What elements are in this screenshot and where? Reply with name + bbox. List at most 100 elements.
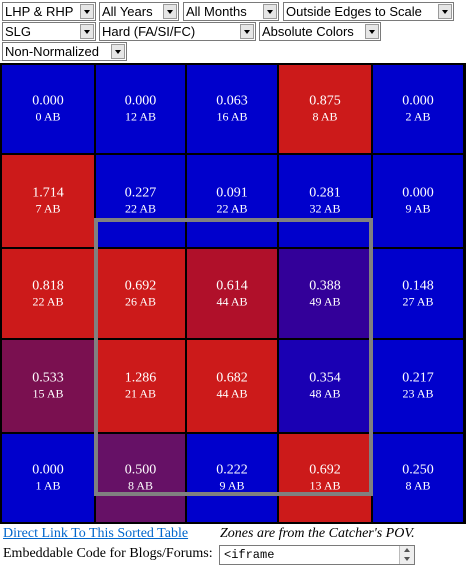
embed-code-value: <iframe bbox=[224, 548, 275, 562]
years-select-value: All Years bbox=[102, 4, 153, 19]
edges-select-value: Outside Edges to Scale bbox=[286, 4, 422, 19]
zone-cell: 0.000 0 AB bbox=[2, 65, 94, 153]
zone-value: 0.000 bbox=[402, 93, 434, 109]
footer: Direct Link To This Sorted Table Zones a… bbox=[0, 526, 466, 567]
scrollbar[interactable] bbox=[399, 546, 414, 564]
zone-value: 0.000 bbox=[32, 462, 64, 478]
embed-code-label: Embeddable Code for Blogs/Forums: bbox=[3, 546, 213, 561]
handedness-select-value: LHP & RHP bbox=[5, 4, 74, 19]
zone-cell: 0.217 23 AB bbox=[373, 340, 463, 432]
stat-select[interactable]: SLG bbox=[2, 22, 96, 41]
zone-cell: 0.692 13 AB bbox=[279, 434, 371, 522]
direct-link[interactable]: Direct Link To This Sorted Table bbox=[3, 526, 189, 541]
zone-value: 0.281 bbox=[309, 185, 341, 201]
zone-value: 0.250 bbox=[402, 462, 434, 478]
chevron-down-icon bbox=[240, 24, 254, 39]
zone-value: 0.063 bbox=[216, 93, 248, 109]
zone-cell: 0.000 1 AB bbox=[2, 434, 94, 522]
zone-at-bats: 9 AB bbox=[219, 478, 245, 493]
zone-value: 0.354 bbox=[309, 370, 341, 386]
zone-value: 1.714 bbox=[32, 185, 64, 201]
zone-at-bats: 8 AB bbox=[127, 478, 153, 493]
zone-at-bats: 0 AB bbox=[35, 109, 61, 124]
pitch-type-select[interactable]: Hard (FA/SI/FC) bbox=[99, 22, 256, 41]
years-select[interactable]: All Years bbox=[99, 2, 179, 21]
zone-cell: 0.281 32 AB bbox=[279, 155, 371, 247]
zone-at-bats: 26 AB bbox=[124, 294, 156, 308]
color-mode-select-value: Absolute Colors bbox=[262, 24, 354, 39]
handedness-select[interactable]: LHP & RHP bbox=[2, 2, 96, 21]
chevron-down-icon bbox=[80, 24, 94, 39]
zone-value: 0.614 bbox=[216, 278, 248, 293]
zone-value: 0.217 bbox=[402, 370, 434, 386]
zone-cell: 0.533 15 AB bbox=[2, 340, 94, 432]
catcher-pov-note: Zones are from the Catcher's POV. bbox=[220, 526, 415, 541]
zone-value: 0.692 bbox=[309, 462, 341, 478]
chevron-down-icon bbox=[80, 4, 94, 19]
zone-cell: 0.818 22 AB bbox=[2, 249, 94, 338]
zone-cell: 0.682 44 AB bbox=[187, 340, 277, 432]
zone-at-bats: 16 AB bbox=[216, 109, 248, 124]
normalization-select[interactable]: Non-Normalized bbox=[2, 42, 127, 61]
zone-value: 0.818 bbox=[32, 278, 64, 293]
zone-cell: 0.000 12 AB bbox=[96, 65, 185, 153]
zone-at-bats: 2 AB bbox=[405, 109, 431, 124]
months-select-value: All Months bbox=[186, 4, 247, 19]
zone-cell: 0.222 9 AB bbox=[187, 434, 277, 522]
zone-at-bats: 44 AB bbox=[216, 294, 248, 308]
zone-at-bats: 12 AB bbox=[124, 109, 156, 124]
zone-cell: 0.148 27 AB bbox=[373, 249, 463, 338]
chevron-down-icon bbox=[365, 24, 379, 39]
zone-at-bats: 13 AB bbox=[309, 478, 341, 493]
filter-controls: LHP & RHP All Years All Months Outside E… bbox=[0, 0, 466, 62]
edges-select[interactable]: Outside Edges to Scale bbox=[283, 2, 454, 21]
zone-value: 1.286 bbox=[124, 370, 157, 386]
zone-cell: 0.250 8 AB bbox=[373, 434, 463, 522]
zone-value: 0.000 bbox=[402, 185, 434, 201]
zone-at-bats: 7 AB bbox=[35, 201, 61, 216]
zone-value: 0.000 bbox=[124, 93, 157, 109]
zone-value: 0.875 bbox=[309, 93, 341, 109]
embed-code-textarea[interactable]: <iframe bbox=[219, 545, 415, 565]
zone-at-bats: 27 AB bbox=[402, 294, 434, 308]
zone-cell: 0.875 8 AB bbox=[279, 65, 371, 153]
zone-value: 0.682 bbox=[216, 370, 248, 386]
zone-cell: 0.227 22 AB bbox=[96, 155, 185, 247]
zone-value: 0.000 bbox=[32, 93, 64, 109]
months-select[interactable]: All Months bbox=[183, 2, 279, 21]
zone-cell: 0.388 49 AB bbox=[279, 249, 371, 338]
zone-cell: 0.000 9 AB bbox=[373, 155, 463, 247]
zone-at-bats: 8 AB bbox=[405, 478, 431, 493]
zone-at-bats: 49 AB bbox=[309, 294, 341, 308]
chevron-down-icon bbox=[263, 4, 277, 19]
zone-value: 0.388 bbox=[309, 278, 341, 293]
color-mode-select[interactable]: Absolute Colors bbox=[259, 22, 381, 41]
zone-at-bats: 48 AB bbox=[309, 386, 341, 401]
zone-cell: 1.714 7 AB bbox=[2, 155, 94, 247]
zone-at-bats: 8 AB bbox=[312, 109, 338, 124]
zone-value: 0.148 bbox=[402, 278, 434, 293]
zone-value: 0.500 bbox=[124, 462, 157, 478]
chevron-down-icon bbox=[438, 4, 452, 19]
zone-value: 0.692 bbox=[124, 278, 157, 293]
stat-select-value: SLG bbox=[5, 24, 32, 39]
zone-cell: 0.091 22 AB bbox=[187, 155, 277, 247]
zone-cell: 0.354 48 AB bbox=[279, 340, 371, 432]
zone-cell: 1.286 21 AB bbox=[96, 340, 185, 432]
zone-at-bats: 22 AB bbox=[124, 201, 156, 216]
normalization-select-value: Non-Normalized bbox=[5, 44, 99, 59]
zone-at-bats: 44 AB bbox=[216, 386, 248, 401]
zone-at-bats: 22 AB bbox=[216, 201, 248, 216]
zone-cell: 0.000 2 AB bbox=[373, 65, 463, 153]
chevron-down-icon bbox=[163, 4, 177, 19]
zone-cell: 0.614 44 AB bbox=[187, 249, 277, 338]
zone-cell: 0.692 26 AB bbox=[96, 249, 185, 338]
zone-at-bats: 15 AB bbox=[32, 386, 64, 401]
zone-at-bats: 21 AB bbox=[124, 386, 156, 401]
zone-cell: 0.063 16 AB bbox=[187, 65, 277, 153]
pitch-type-select-value: Hard (FA/SI/FC) bbox=[102, 24, 196, 39]
zone-at-bats: 23 AB bbox=[402, 386, 434, 401]
strike-zone-heatmap: 0.000 0 AB 0.000 12 AB 0.063 16 AB 0.875 8 AB 0.… bbox=[0, 63, 466, 524]
zone-at-bats: 9 AB bbox=[405, 201, 431, 216]
chevron-down-icon bbox=[111, 44, 125, 59]
